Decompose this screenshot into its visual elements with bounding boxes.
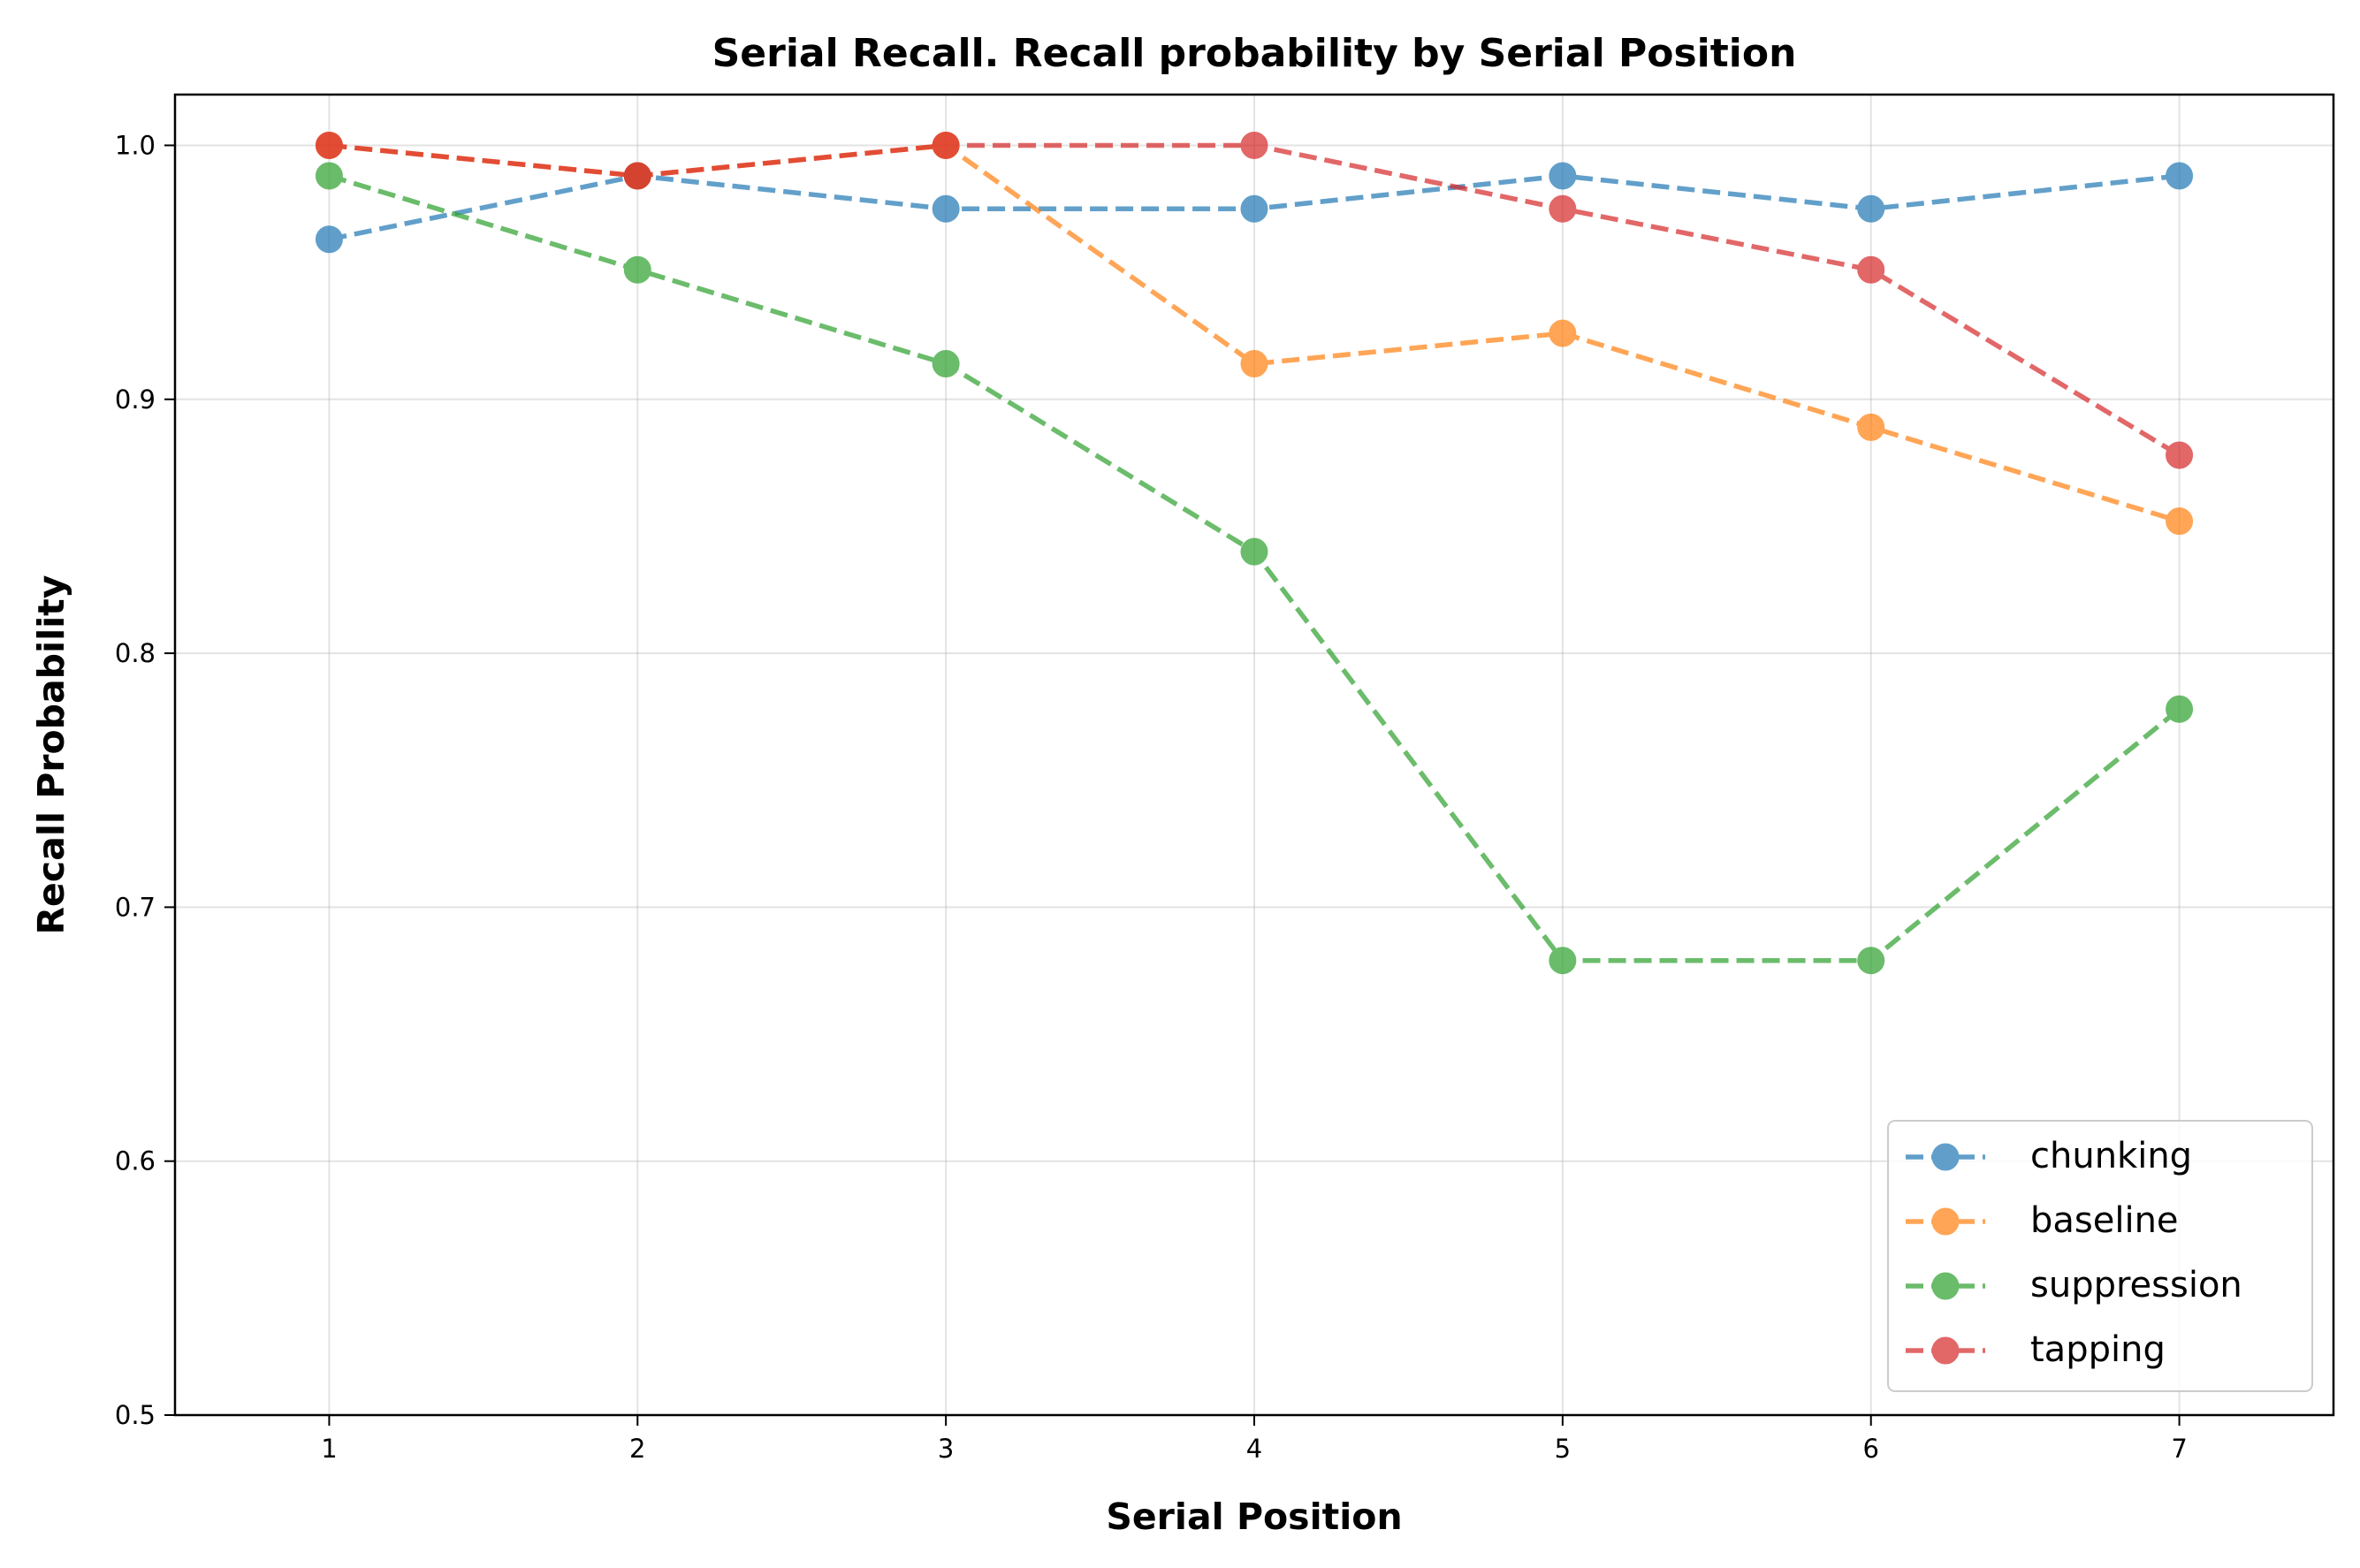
data-point [1857, 413, 1885, 441]
x-tick-label: 6 [1862, 1434, 1878, 1464]
data-point [1240, 537, 1268, 566]
data-point [2166, 441, 2194, 469]
series-suppression [315, 162, 2194, 975]
x-axis-label: Serial Position [1106, 1496, 1402, 1538]
legend-box [1887, 1120, 2313, 1392]
data-point [1549, 947, 1577, 975]
y-axis-ticks: 0.5 0.6 0.7 0.8 0.9 1.0 [115, 130, 175, 1430]
data-point [315, 131, 343, 159]
series-layer [315, 131, 2194, 975]
data-point [315, 162, 343, 190]
data-point [2166, 507, 2194, 536]
legend-marker [1931, 1336, 1960, 1365]
data-point [932, 350, 960, 378]
data-point [932, 131, 960, 159]
data-point [2166, 162, 2194, 190]
data-point [1240, 131, 1268, 159]
data-point [1857, 947, 1885, 975]
data-point [315, 225, 343, 254]
y-tick-label: 0.7 [115, 892, 156, 922]
legend-handle [1906, 1272, 1985, 1300]
x-tick-label: 3 [938, 1434, 954, 1464]
y-axis-label: Recall Probability [30, 575, 72, 934]
legend-item-baseline: baseline [1906, 1200, 2179, 1241]
y-tick-label: 1.0 [115, 130, 156, 160]
data-point [1549, 162, 1577, 190]
data-point [1857, 194, 1885, 223]
legend-item-suppression: suppression [1906, 1265, 2242, 1305]
data-point [2166, 695, 2194, 723]
legend-label: baseline [2030, 1200, 2179, 1241]
data-point [1240, 350, 1268, 378]
legend-item-chunking: chunking [1906, 1136, 2192, 1176]
y-tick-label: 0.5 [115, 1400, 156, 1430]
legend-handle [1906, 1143, 1985, 1171]
x-axis-ticks: 1 2 3 4 5 6 7 [321, 1415, 2188, 1464]
data-point [623, 255, 651, 284]
y-tick-label: 0.6 [115, 1146, 156, 1176]
legend-label: suppression [2030, 1265, 2242, 1305]
x-tick-label: 7 [2171, 1434, 2187, 1464]
legend-label: chunking [2030, 1136, 2192, 1176]
y-tick-label: 0.9 [115, 384, 156, 415]
legend-handle [1906, 1207, 1985, 1236]
legend-marker [1931, 1207, 1960, 1236]
legend-marker [1931, 1272, 1960, 1300]
x-tick-label: 4 [1246, 1434, 1262, 1464]
data-point [1857, 255, 1885, 284]
data-point [932, 194, 960, 223]
data-point [623, 162, 651, 190]
y-tick-label: 0.8 [115, 638, 156, 668]
data-point [1549, 194, 1577, 223]
data-point [1240, 194, 1268, 223]
legend: chunking baseline suppression tapping [1887, 1120, 2313, 1392]
x-tick-label: 5 [1555, 1434, 1571, 1464]
chart-title: Serial Recall. Recall probability by Ser… [712, 31, 1797, 76]
x-tick-label: 2 [629, 1434, 645, 1464]
x-tick-label: 1 [321, 1434, 337, 1464]
data-point [1549, 319, 1577, 347]
legend-item-tapping: tapping [1906, 1329, 2166, 1370]
legend-marker [1931, 1143, 1960, 1171]
legend-label: tapping [2030, 1329, 2166, 1370]
series-tapping [315, 131, 2194, 469]
legend-handle [1906, 1336, 1985, 1365]
